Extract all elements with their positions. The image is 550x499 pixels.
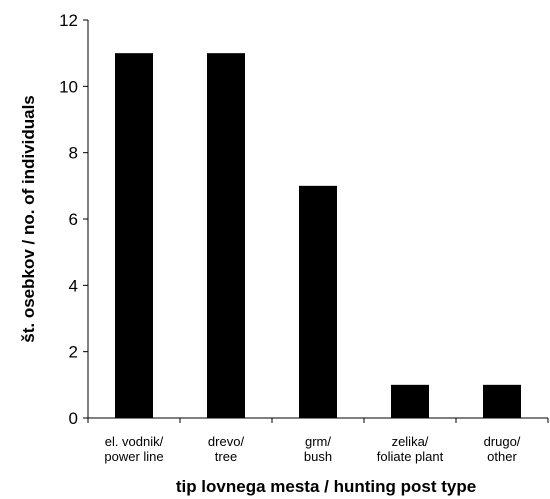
y-tick-label: 8 xyxy=(69,144,78,163)
y-ticks: 0 2 4 6 8 10 12 xyxy=(59,11,88,428)
bar xyxy=(299,185,337,418)
bars xyxy=(115,53,521,419)
bar xyxy=(115,53,153,419)
y-tick-label: 6 xyxy=(69,210,78,229)
y-tick-label: 12 xyxy=(59,11,78,30)
category-labels: el. vodnik/power line drevo/tree grm/bush z… xyxy=(104,434,520,464)
y-axis-title: št. osebkov / no. of individuals xyxy=(19,95,38,342)
category-label: zelika/foliate plant xyxy=(377,434,444,464)
y-tick-label: 2 xyxy=(69,343,78,362)
y-tick-label: 4 xyxy=(69,276,78,295)
category-label: grm/bush xyxy=(304,434,332,464)
bar xyxy=(483,384,521,418)
y-tick-label: 0 xyxy=(69,409,78,428)
category-label: drugo/other xyxy=(484,434,521,464)
bar xyxy=(207,53,245,419)
category-label: el. vodnik/power line xyxy=(104,434,163,464)
x-ticks xyxy=(87,418,549,423)
x-axis-title: tip lovnega mesta / hunting post type xyxy=(176,477,476,496)
y-tick-label: 10 xyxy=(59,77,78,96)
bar xyxy=(391,384,429,418)
category-label: drevo/tree xyxy=(208,434,245,464)
